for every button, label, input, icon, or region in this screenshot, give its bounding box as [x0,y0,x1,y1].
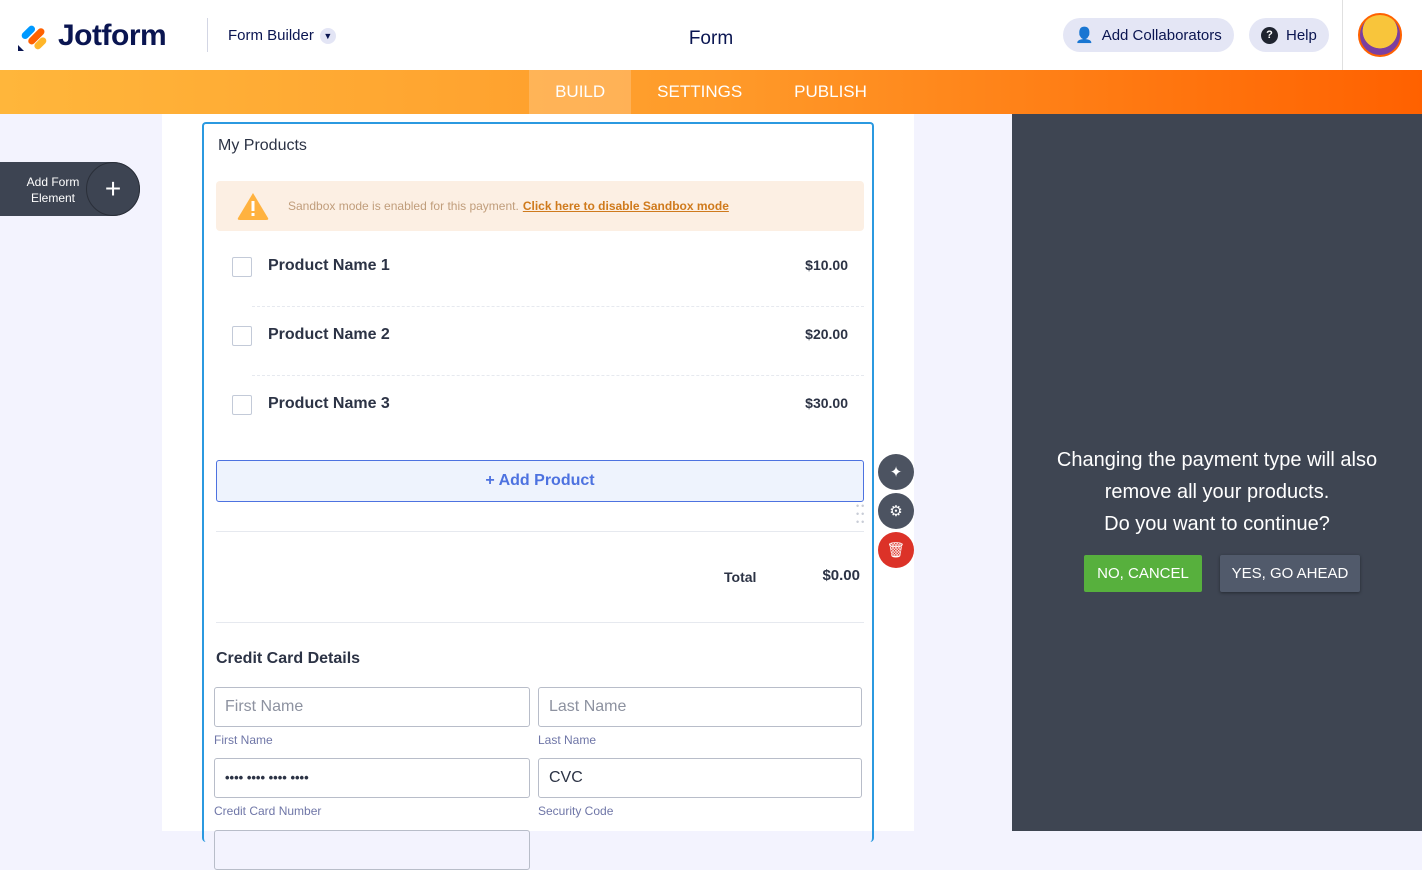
magic-wand-icon: ✦ [889,464,903,481]
product-checkbox[interactable] [232,326,252,346]
drag-handle-icon[interactable]: •• •• •• [856,501,867,527]
settings-button[interactable]: ⚙ [878,493,914,529]
credit-card-heading: Credit Card Details [216,650,361,667]
divider [216,531,864,532]
add-product-button[interactable]: + Add Product [216,460,864,502]
card-number-label: Credit Card Number [214,804,322,818]
divider [216,622,864,623]
last-name-label: Last Name [538,733,597,747]
top-header: Jotform Form Builder ▼ Form 👤 Add Collabor… [0,0,1422,70]
payment-change-dialog: Changing the payment type will also remov… [1012,114,1422,831]
divider [1342,0,1343,70]
product-checkbox[interactable] [232,257,252,277]
magic-wand-button[interactable]: ✦ [878,454,914,490]
product-item: Product Name 3 $30.00 [216,376,864,445]
disable-sandbox-link[interactable]: Click here to disable Sandbox mode [522,199,729,213]
tab-publish[interactable]: PUBLISH [794,82,867,101]
total-value: $0.00 [822,567,860,584]
builder-tabs: BUILD SETTINGS PUBLISH [0,70,1422,114]
tab-settings[interactable]: SETTINGS [657,82,743,101]
gear-icon: ⚙ [889,503,903,520]
cancel-button[interactable]: NO, CANCEL [1084,555,1202,592]
warning-icon [237,193,269,220]
user-icon: 👤 [1075,27,1094,44]
logo-icon [18,25,47,51]
avatar[interactable] [1358,13,1402,57]
trash-icon: 🗑 [886,542,906,559]
confirm-button[interactable]: YES, GO AHEAD [1220,555,1360,592]
first-name-input[interactable]: First Name [214,687,530,727]
add-collaborators-button[interactable]: 👤 Add Collaborators [1063,18,1234,52]
product-item: Product Name 1 $10.00 [216,238,864,307]
products-field[interactable]: My Products Sandbox mode is enabled for … [202,122,874,870]
total-label: Total [724,569,757,585]
jotform-logo[interactable]: Jotform [18,19,167,53]
product-checkbox[interactable] [232,395,252,415]
security-code-label: Security Code [538,804,614,818]
add-form-element-button[interactable]: Add Form Element + [0,162,140,216]
delete-button[interactable]: 🗑 [878,532,914,568]
first-name-label: First Name [214,733,273,747]
sandbox-notice: Sandbox mode is enabled for this payment… [216,181,864,231]
help-icon: ? [1261,26,1278,44]
last-name-input[interactable]: Last Name [538,687,862,727]
divider [207,18,208,52]
dialog-message: Changing the payment type will also remov… [1056,449,1378,535]
plus-icon: + [86,162,140,216]
chevron-down-icon: ▼ [319,27,336,44]
next-input[interactable] [214,830,530,870]
card-number-input[interactable]: •••• •••• •••• •••• [214,758,530,798]
help-button[interactable]: ? Help [1249,18,1329,52]
form-builder-dropdown[interactable]: Form Builder ▼ [228,27,336,44]
field-title[interactable]: My Products [218,137,307,154]
cvc-input[interactable]: CVC [538,758,862,798]
tab-build[interactable]: BUILD [529,70,632,114]
product-item: Product Name 2 $20.00 [216,307,864,376]
